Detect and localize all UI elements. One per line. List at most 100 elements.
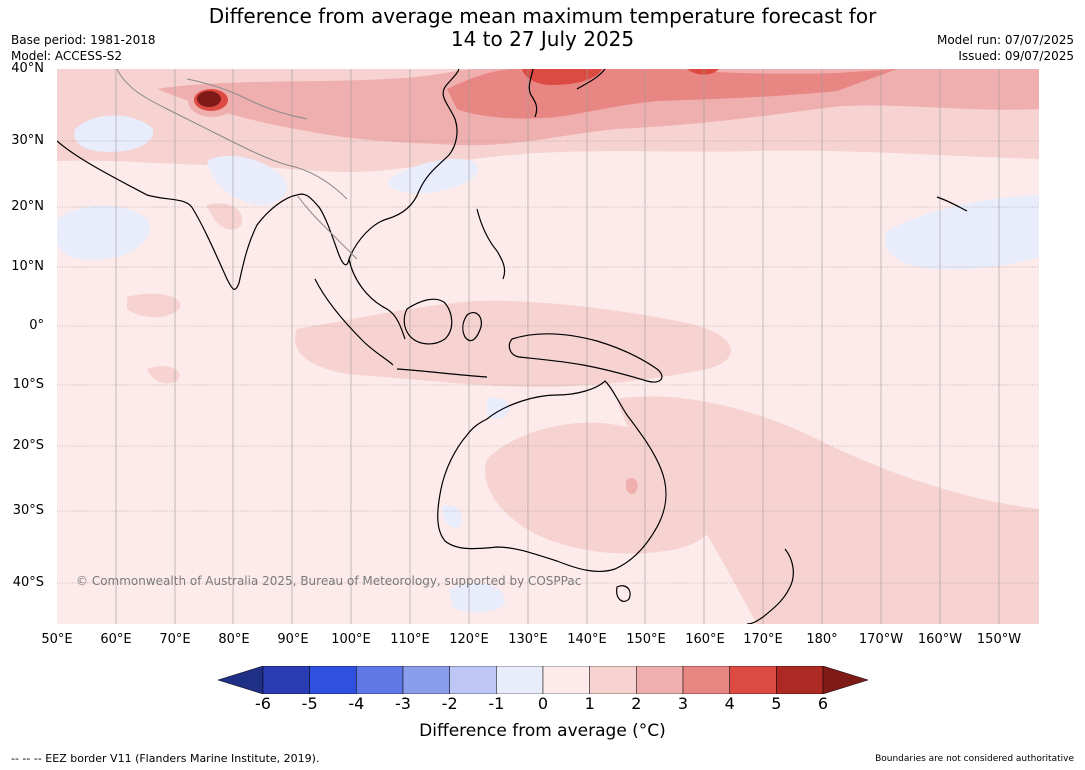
lon-label-100e: 100°E: [331, 632, 371, 647]
coast-tasmania: [616, 585, 631, 602]
title-line-1: Difference from average mean maximum tem…: [208, 4, 877, 28]
lat-label-30s: 30°S: [12, 503, 44, 518]
coast-japan: [576, 69, 606, 90]
copyright-notice: © Commonwealth of Australia 2025, Bureau…: [76, 574, 582, 588]
chart-title: Difference from average mean maximum tem…: [0, 5, 1085, 51]
colorbar-segment: [449, 665, 497, 695]
coast-malay-peninsula: [348, 258, 406, 340]
lon-label-140e: 140°E: [567, 632, 607, 647]
colorbar-segment: [636, 665, 684, 695]
lon-label-160e: 160°E: [685, 632, 725, 647]
colorbar-ticks: -6 -5 -4 -3 -2 -1 0 1 2 3 4 5 6: [218, 694, 868, 714]
lon-label-50e: 50°E: [41, 632, 73, 647]
coast-china: [348, 69, 460, 260]
colorbar-segment: [776, 665, 824, 695]
lon-label-170e: 170°E: [743, 632, 783, 647]
lon-label-110e: 110°E: [390, 632, 430, 647]
colorbar-segment: [262, 665, 310, 695]
anomaly-cool-wa: [442, 505, 462, 528]
coastlines: [57, 69, 968, 624]
coast-borneo: [403, 298, 453, 345]
colorbar-tick-label: -5: [301, 694, 318, 713]
meta-right: Model run: 07/07/2025 Issued: 09/07/2025: [937, 32, 1074, 64]
title-line-2: 14 to 27 July 2025: [450, 27, 635, 51]
colorbar-tick-label: -4: [348, 694, 365, 713]
issued-date: Issued: 09/07/2025: [958, 49, 1074, 63]
anomaly-cool-india: [207, 155, 288, 206]
lon-label-130e: 130°E: [508, 632, 548, 647]
colorbar-segment: [309, 665, 357, 695]
eez-border-note: -- -- -- EEZ border V11 (Flanders Marine…: [11, 752, 320, 765]
border-himalaya: [186, 78, 308, 120]
coast-south-asia: [57, 140, 350, 290]
colorbar: [217, 665, 869, 695]
colorbar-tick-label: 6: [817, 694, 829, 713]
colorbar-tick-label: 0: [537, 694, 549, 713]
model-name: Model: ACCESS-S2: [11, 49, 123, 63]
border-south-asia: [116, 69, 348, 200]
colorbar-tick-label: -3: [395, 694, 411, 713]
colorbar-segment: [589, 665, 637, 695]
lat-label-10n: 10°N: [11, 259, 44, 274]
anomaly-cool-north-pacific: [884, 195, 1039, 270]
colorbar-arrow-low: [217, 665, 264, 695]
colorbar-arrow-high: [822, 665, 869, 695]
lat-label-30n: 30°N: [11, 133, 44, 148]
meridians: [115, 69, 1000, 624]
coast-new-guinea: [508, 333, 663, 383]
coast-sumatra: [314, 278, 394, 366]
lon-label-150e: 150°E: [626, 632, 666, 647]
coast-hawaii: [936, 196, 968, 212]
model-run: Model run: 07/07/2025: [936, 33, 1074, 47]
colorbar-tick-label: -2: [441, 694, 458, 713]
anomaly-himalaya-core: [197, 91, 221, 107]
colorbar-tick-label: 2: [631, 694, 642, 713]
boundaries-disclaimer: Boundaries are not considered authoritat…: [875, 754, 1074, 764]
lon-label-80e: 80°E: [218, 632, 250, 647]
colorbar-tick-label: -6: [255, 694, 271, 713]
lat-label-20n: 20°N: [11, 199, 44, 214]
anomaly-map: [57, 69, 1039, 624]
lat-label-40s: 40°S: [12, 575, 44, 590]
lon-label-170w: 170°W: [858, 632, 904, 647]
parallels: [57, 140, 1039, 584]
colorbar-svg: [217, 665, 869, 695]
anomaly-cool-arabian-sea: [57, 205, 150, 261]
border-indochina: [296, 194, 358, 260]
lat-label-0: 0°: [29, 318, 44, 333]
anomaly-4-5-east-asia: [522, 69, 602, 85]
anomaly-cool-southern-ocean: [449, 583, 506, 613]
lon-label-60e: 60°E: [100, 632, 132, 647]
coast-java: [396, 368, 488, 378]
anomaly-cool-timor: [487, 397, 510, 419]
colorbar-segment: [402, 665, 450, 695]
colorbar-tick-label: 4: [724, 694, 735, 713]
coast-korea: [528, 69, 538, 118]
anomaly-2-3-queensland: [625, 478, 638, 495]
colorbar-label: Difference from average (°C): [419, 721, 666, 741]
lon-label-160w: 160°W: [917, 632, 963, 647]
lon-label-120e: 120°E: [449, 632, 489, 647]
colorbar-segment: [356, 665, 404, 695]
colorbar-segment: [496, 665, 544, 695]
colorbar-segment: [542, 665, 590, 695]
country-borders: [116, 69, 358, 260]
coast-philippines: [476, 208, 506, 280]
coast-australia: [437, 380, 667, 573]
lon-label-90e: 90°E: [277, 632, 309, 647]
lon-label-150w: 150°W: [976, 632, 1022, 647]
colorbar-segment: [729, 665, 777, 695]
anomaly-4-5-pacific: [687, 69, 719, 75]
colorbar-tick-label: 5: [771, 694, 782, 713]
coast-new-zealand: [746, 548, 794, 624]
colorbar-tick-label: 3: [677, 694, 689, 713]
anomaly-cool-arabia: [74, 115, 154, 152]
anomaly-1-2-bay-of-bengal: [207, 203, 243, 230]
colorbar-tick-label: -1: [488, 694, 505, 713]
coast-sulawesi: [462, 312, 482, 342]
anomaly-1-2-indian-ocean-2: [147, 366, 180, 384]
base-period: Base period: 1981-2018: [11, 33, 156, 47]
anomaly-1-2-indian-ocean: [127, 293, 181, 318]
lon-label-180: 180°: [806, 632, 838, 647]
meta-left: Base period: 1981-2018 Model: ACCESS-S2: [11, 32, 156, 64]
